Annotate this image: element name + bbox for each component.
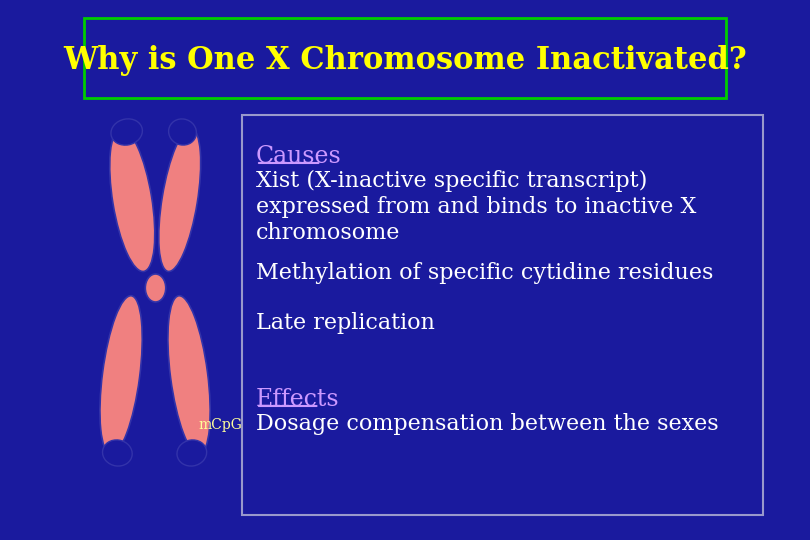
Text: Xist (X-inactive specific transcript): Xist (X-inactive specific transcript) [256, 170, 647, 192]
Text: Dosage compensation between the sexes: Dosage compensation between the sexes [256, 413, 718, 435]
Ellipse shape [100, 296, 143, 454]
FancyBboxPatch shape [242, 115, 763, 515]
Text: Effects: Effects [256, 388, 339, 411]
Text: mCpG: mCpG [198, 418, 242, 432]
Text: expressed from and binds to inactive X: expressed from and binds to inactive X [256, 196, 697, 218]
Text: Causes: Causes [256, 145, 342, 168]
Text: Why is One X Chromosome Inactivated?: Why is One X Chromosome Inactivated? [63, 44, 747, 76]
Text: chromosome: chromosome [256, 222, 400, 244]
Ellipse shape [177, 440, 207, 466]
Text: Methylation of specific cytidine residues: Methylation of specific cytidine residue… [256, 262, 714, 284]
FancyBboxPatch shape [84, 18, 726, 98]
Ellipse shape [159, 129, 201, 272]
Ellipse shape [109, 129, 155, 272]
Ellipse shape [111, 119, 143, 145]
Ellipse shape [103, 440, 132, 466]
Ellipse shape [168, 296, 210, 454]
Text: Late replication: Late replication [256, 312, 435, 334]
Ellipse shape [145, 274, 166, 302]
Ellipse shape [168, 119, 197, 145]
